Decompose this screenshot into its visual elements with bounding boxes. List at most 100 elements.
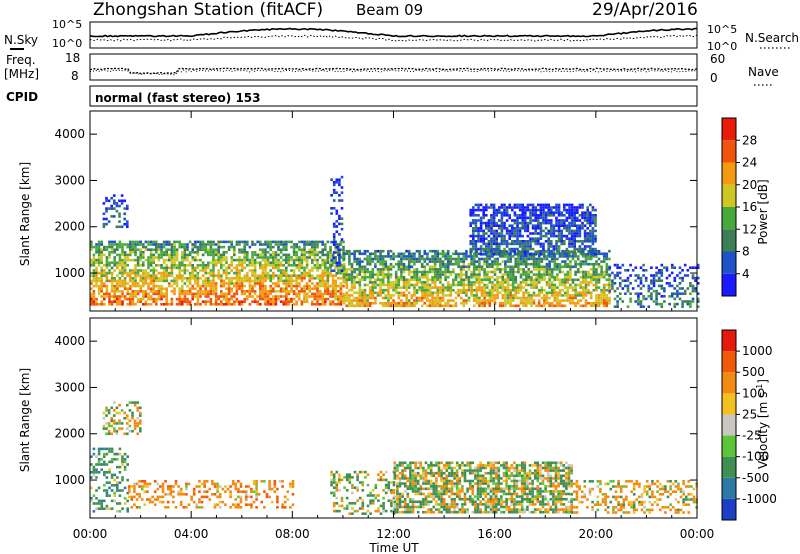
power-echo-cell	[511, 255, 515, 258]
power-echo-cell	[274, 243, 278, 246]
power-echo-cell	[175, 282, 179, 285]
power-echo-cell	[537, 288, 541, 292]
power-echo-cell	[547, 245, 550, 248]
power-echo-cell	[524, 206, 527, 209]
power-echo-cell	[108, 303, 111, 306]
power-echo-cell	[439, 262, 442, 266]
power-echo-cell	[548, 249, 551, 253]
velocity-echo-cell	[330, 478, 333, 482]
power-echo-cell	[508, 237, 511, 240]
power-echo-cell	[316, 240, 319, 244]
power-echo-cell	[521, 227, 524, 230]
power-echo-cell	[97, 261, 101, 264]
power-echo-cell	[550, 291, 554, 295]
power-echo-cell	[527, 275, 531, 279]
power-echo-cell	[578, 247, 582, 251]
power-echo-cell	[308, 256, 311, 259]
power-echo-cell	[537, 237, 540, 240]
power-echo-cell	[537, 268, 541, 271]
power-echo-cell	[321, 295, 324, 298]
power-echo-cell	[259, 261, 262, 264]
power-echo-cell	[516, 224, 519, 227]
power-echo-cell	[428, 265, 432, 269]
power-echo-cell	[274, 251, 278, 254]
power-echo-cell	[92, 256, 96, 259]
power-echo-cell	[204, 284, 207, 288]
power-echo-cell	[573, 219, 576, 222]
power-echo-cell	[339, 266, 343, 270]
power-echo-cell	[542, 229, 545, 233]
power-echo-cell	[526, 203, 530, 207]
velocity-echo-cell	[123, 486, 127, 490]
power-echo-cell	[233, 292, 236, 296]
power-echo-cell	[287, 261, 291, 264]
velocity-echo-cell	[393, 495, 397, 498]
power-echo-cell	[530, 286, 533, 289]
power-echo-cell	[522, 270, 525, 274]
power-echo-cell	[173, 292, 176, 296]
power-echo-cell	[287, 297, 291, 301]
power-echo-cell	[123, 207, 126, 210]
power-echo-cell	[482, 206, 485, 209]
power-echo-cell	[485, 257, 489, 261]
power-echo-cell	[149, 240, 153, 244]
power-echo-cell	[469, 234, 472, 238]
power-echo-cell	[485, 214, 488, 217]
power-echo-cell	[586, 227, 589, 230]
power-echo-cell	[571, 286, 575, 289]
power-echo-cell	[108, 297, 111, 301]
power-echo-cell	[634, 300, 638, 303]
power-echo-cell	[331, 295, 335, 298]
power-echo-cell	[569, 265, 572, 269]
power-echo-cell	[318, 277, 322, 280]
power-echo-cell	[259, 292, 262, 296]
power-echo-cell	[259, 264, 262, 267]
power-echo-cell	[444, 262, 447, 266]
power-echo-cell	[361, 265, 364, 269]
power-echo-cell	[264, 266, 267, 270]
power-echo-cell	[516, 229, 519, 233]
power-echo-cell	[233, 277, 236, 280]
power-echo-cell	[566, 281, 570, 284]
velocity-echo-cell	[110, 450, 114, 453]
power-echo-cell	[100, 266, 103, 270]
power-echo-cell	[222, 282, 226, 285]
power-echo-cell	[508, 206, 511, 209]
power-echo-cell	[381, 257, 385, 261]
power-echo-cell	[495, 234, 498, 238]
power-echo-cell	[183, 300, 187, 303]
power-echo-cell	[516, 203, 519, 207]
power-echo-cell	[397, 278, 401, 282]
power-echo-cell	[186, 248, 189, 251]
power-echo-cell	[181, 274, 184, 277]
power-echo-cell	[571, 281, 575, 284]
power-echo-cell	[446, 288, 450, 292]
velocity-echo-cell	[148, 498, 152, 501]
power-echo-cell	[100, 240, 103, 244]
velocity-echo-cell	[403, 466, 407, 470]
power-echo-cell	[129, 245, 132, 249]
velocity-echo-cell	[398, 482, 402, 485]
power-echo-cell	[227, 282, 231, 285]
power-echo-cell	[253, 284, 257, 288]
velocity-echo-cell	[396, 500, 399, 504]
power-echo-cell	[392, 265, 395, 269]
power-echo-cell	[100, 300, 103, 303]
power-echo-cell	[655, 300, 658, 303]
power-echo-cell	[194, 277, 197, 280]
power-echo-cell	[350, 268, 354, 271]
power-echo-cell	[355, 257, 359, 261]
power-echo-cell	[165, 251, 168, 254]
velocity-echo-cell	[343, 486, 346, 489]
power-echo-cell	[139, 264, 142, 267]
power-echo-cell	[222, 271, 226, 275]
power-echo-cell	[491, 265, 494, 269]
power-echo-cell	[261, 253, 265, 257]
power-echo-cell	[316, 253, 319, 257]
velocity-echo-cell	[356, 489, 359, 492]
power-echo-cell	[165, 292, 168, 296]
velocity-echo-cell	[384, 478, 388, 482]
power-echo-cell	[300, 248, 304, 251]
power-echo-cell	[689, 300, 692, 303]
power-echo-cell	[535, 273, 538, 276]
